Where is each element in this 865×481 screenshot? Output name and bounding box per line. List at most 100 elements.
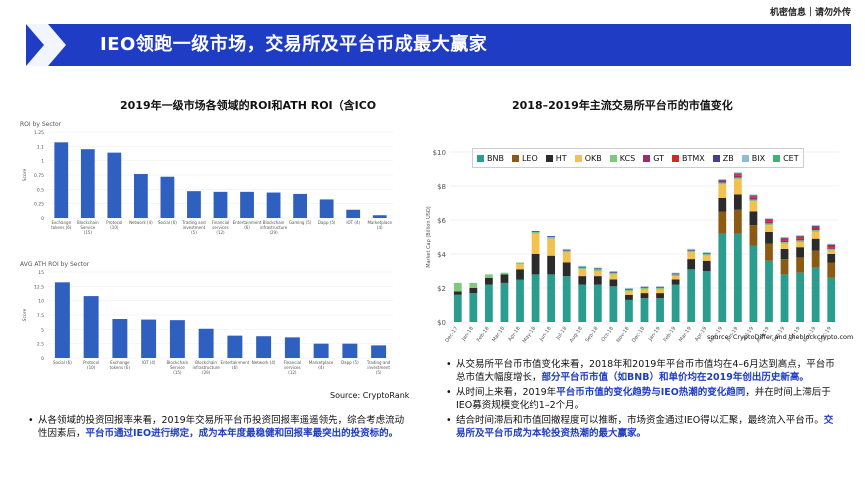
legend-label: LEO	[521, 153, 538, 163]
right-bullet-3: 结合时间滞后和市值回撤程度可以推断，市场资金通过IEO得以汇聚，最终流入平台币。…	[446, 414, 841, 440]
stacked-bar-segment	[593, 267, 602, 269]
stacked-bar-segment	[687, 252, 696, 260]
stacked-bar-segment	[640, 293, 649, 299]
stacked-bar-segment	[578, 267, 587, 270]
stacked-bar-segment	[671, 284, 680, 322]
x-tick-label: IOT (4)	[346, 220, 360, 225]
stacked-bar-segment	[765, 220, 773, 222]
x-tick-label: (12)	[288, 370, 297, 375]
bar	[133, 173, 148, 218]
x-tick-label: Financial	[284, 360, 302, 365]
x-tick-label: Blockchain	[77, 220, 99, 225]
stacked-bar-segment	[780, 248, 789, 260]
stacked-bar-segment	[811, 250, 820, 268]
legend-item: GT	[643, 154, 664, 163]
stacked-bar-segment	[625, 294, 633, 300]
stacked-bar-segment	[811, 228, 820, 231]
stacked-bar-segment	[640, 287, 649, 288]
stacked-bar-segment	[593, 269, 602, 271]
stacked-bar-segment	[718, 180, 727, 183]
stacked-bar-segment	[702, 271, 711, 322]
x-tick-label: Service	[80, 225, 95, 230]
legend-item: BIX	[741, 154, 765, 163]
x-tick-label: Marketplace	[309, 360, 334, 365]
x-tick-label: (5)	[376, 370, 382, 375]
stacked-bar-segment	[578, 266, 587, 268]
bar	[346, 209, 361, 218]
stacked-bar-segment	[796, 237, 804, 239]
legend-label: ZB	[722, 153, 734, 163]
y-tick-label: 12.5	[34, 284, 44, 290]
right-bullet-3-highlight: 交易所及平台币成为本轮投资热潮的最大赢家。	[456, 415, 834, 439]
bar	[372, 215, 387, 218]
right-bullet-2-tail: ，并在时间上滞后于IEO募资规模变化约1–2个月。	[456, 387, 831, 411]
stacked-bar-segment	[733, 194, 742, 210]
stacked-bar-segment	[531, 233, 540, 254]
x-tick-label: Nov-18	[615, 326, 630, 344]
left-bullet: 从各领域的投资回报率来看，2019年交易所平台币投资回报率遥遥领先，综合考虑流动…	[28, 414, 413, 440]
x-tick-label: Social (6)	[158, 220, 177, 225]
legend-item: ZB	[712, 153, 734, 163]
stacked-bar-segment	[733, 209, 742, 234]
x-tick-label: Mar-19	[678, 326, 693, 344]
legend-swatch	[609, 154, 617, 162]
x-tick-label: (15)	[84, 230, 93, 235]
legend-label: OKB	[584, 153, 602, 163]
stacked-bar-segment	[749, 197, 758, 200]
stacked-bar-segment	[796, 236, 804, 237]
stacked-bar-segment	[749, 199, 758, 202]
y-tick-label: $6	[437, 217, 446, 225]
stacked-bar-segment	[811, 226, 820, 229]
y-tick-label: 0.75	[34, 173, 44, 179]
stacked-bar-segment	[687, 250, 696, 253]
stacked-bar-segment	[765, 225, 773, 232]
stacked-bar-segment	[609, 271, 618, 273]
stacked-bar-segment	[593, 284, 602, 322]
stacked-bar-segment	[671, 276, 680, 280]
stacked-bar-segment	[765, 221, 773, 224]
stacked-bar-segment	[671, 274, 680, 277]
stacked-bar-segment	[718, 180, 727, 181]
stacked-bar-segment	[702, 254, 711, 256]
bar	[371, 345, 387, 358]
stacked-bar-segment	[718, 182, 727, 185]
stacked-bar-segment	[687, 259, 696, 270]
stacked-bar-segment	[547, 238, 556, 256]
y-tick-label: 0	[41, 216, 44, 222]
stacked-bar-segment	[671, 272, 680, 274]
stacked-bar-segment	[453, 282, 462, 292]
stacked-bar-segment	[749, 195, 758, 197]
stacked-bar-segment	[702, 260, 711, 271]
stacked-bar-segment	[640, 286, 649, 288]
stacked-bar-segment	[827, 243, 836, 245]
roi-by-sector-chart: ROI by Sector Score 1.25 1.1 1 0.75 0.5 0.25 0 Ex…	[20, 121, 393, 235]
y-tick-label: 15	[38, 270, 44, 276]
bar	[313, 343, 329, 358]
bar	[227, 335, 243, 358]
stacked-bar-segment	[780, 240, 789, 243]
stacked-bar-segment	[687, 249, 696, 251]
stacked-bar-segment	[562, 249, 571, 251]
right-bullet-2-text: 从时间上来看，2019年	[456, 387, 557, 398]
stacked-bar-segment	[749, 196, 758, 198]
stacked-bar-segment	[625, 288, 633, 289]
right-bullet-1-highlight: 部分平台币市值（如BNB）和单价均在2019年创出历史新高。	[541, 372, 809, 383]
bar	[213, 191, 228, 218]
stacked-bar-segment	[827, 248, 836, 251]
x-tick-label: Mar-18	[491, 326, 506, 344]
stacked-bar-segment	[625, 288, 633, 290]
stacked-bar-segment	[733, 175, 742, 178]
stacked-bar-segment	[811, 231, 820, 239]
x-tick-label: May-18	[522, 326, 537, 345]
y-tick-label: $10	[433, 149, 446, 157]
page-title: IEO领跑一级市场，交易所及平台币成最大赢家	[100, 34, 488, 55]
stacked-bar-segment	[469, 288, 478, 294]
stacked-bar-segment	[718, 233, 727, 322]
legend-swatch	[545, 154, 553, 162]
x-tick-label: Sep-18	[584, 326, 599, 344]
y-tick-label: 1.25	[34, 130, 44, 136]
stacked-bar-segment	[811, 225, 820, 226]
x-tick-label: (10)	[87, 365, 96, 370]
stacked-bar-segment	[811, 225, 820, 227]
y-tick-label: 1.1	[37, 144, 44, 150]
